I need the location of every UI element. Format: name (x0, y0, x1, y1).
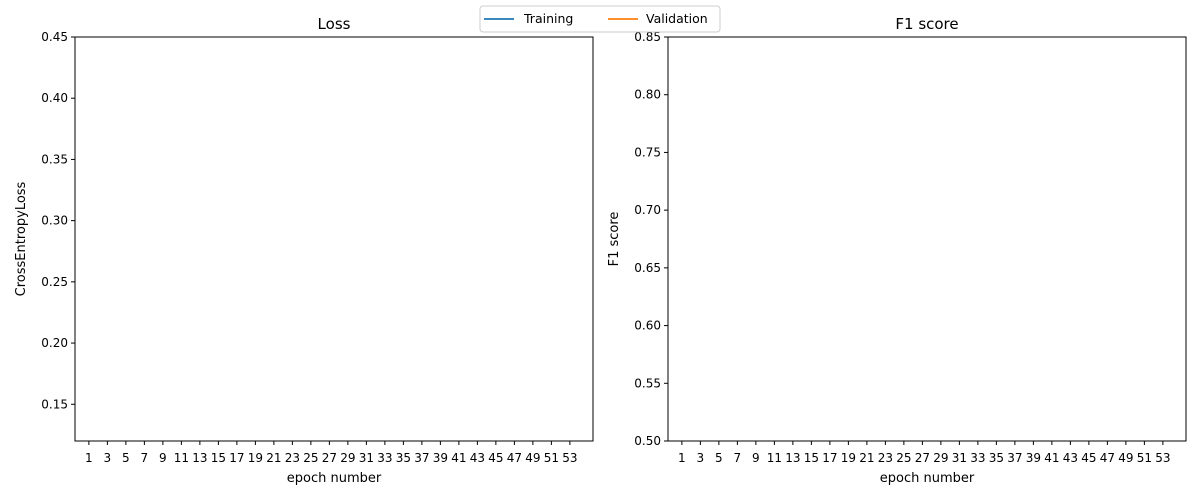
f1-xtick-label: 25 (896, 451, 911, 465)
loss-chart: 0.150.200.250.300.350.400.451 3 5 7 9 11 13 15 1… (14, 15, 594, 486)
loss-xtick-label: 23 (285, 451, 300, 465)
f1-axes-frame (667, 36, 1187, 442)
f1-ytick-label: 0.75 (634, 145, 661, 159)
loss-xtick-label: 3 (104, 451, 112, 465)
f1-xtick-label: 13 (785, 451, 800, 465)
f1-xtick-label: 49 (1118, 451, 1133, 465)
f1-xtick-label: 15 (804, 451, 819, 465)
f1-xlabel: epoch number (880, 471, 975, 486)
loss-xtick-label: 25 (303, 451, 318, 465)
f1-xtick-label: 17 (822, 451, 837, 465)
f1-ytick-label: 0.60 (634, 319, 661, 333)
loss-xtick-label: 41 (451, 451, 466, 465)
f1-xtick-label: 37 (1007, 451, 1022, 465)
loss-xtick-label: 21 (266, 451, 281, 465)
f1-xtick-label: 21 (859, 451, 874, 465)
legend: Training Validation (479, 5, 721, 33)
loss-axes-frame (74, 36, 594, 442)
loss-xtick-label: 1 (85, 451, 93, 465)
legend-label-validation: Validation (646, 11, 708, 26)
loss-ytick-label: 0.35 (41, 152, 68, 166)
f1-ytick-label: 0.50 (634, 434, 661, 448)
f1-xtick-label: 19 (841, 451, 856, 465)
loss-xtick-label: 5 (122, 451, 130, 465)
loss-xtick-label: 45 (488, 451, 503, 465)
f1-ytick-label: 0.65 (634, 261, 661, 275)
f1-ytick-label: 0.80 (634, 88, 661, 102)
f1-xtick-label: 23 (878, 451, 893, 465)
f1-xtick-label: 33 (970, 451, 985, 465)
loss-ytick-label: 0.30 (41, 214, 68, 228)
loss-xlabel: epoch number (287, 471, 382, 486)
loss-xtick-label: 9 (159, 451, 167, 465)
loss-title: Loss (318, 15, 351, 33)
f1-ytick-label: 0.55 (634, 376, 661, 390)
loss-xtick-label: 47 (507, 451, 522, 465)
f1-chart: 0.500.550.600.650.700.750.800.851 3 5 7 9 11 1… (607, 15, 1187, 486)
loss-ytick-label: 0.15 (41, 397, 68, 411)
legend-frame (479, 5, 721, 33)
loss-xtick-label: 53 (562, 451, 577, 465)
legend-label-training: Training (523, 11, 573, 26)
f1-xtick-label: 39 (1026, 451, 1041, 465)
loss-xtick-label: 13 (192, 451, 207, 465)
f1-title: F1 score (895, 15, 958, 33)
loss-xtick-label: 37 (414, 451, 429, 465)
f1-xtick-label: 27 (915, 451, 930, 465)
loss-xtick-label: 33 (377, 451, 392, 465)
f1-xtick-label: 3 (697, 451, 705, 465)
loss-xtick-label: 15 (211, 451, 226, 465)
loss-ytick-label: 0.20 (41, 336, 68, 350)
loss-ytick-label: 0.45 (41, 30, 68, 44)
f1-xtick-label: 31 (952, 451, 967, 465)
loss-xtick-label: 31 (359, 451, 374, 465)
f1-xtick-label: 7 (734, 451, 742, 465)
f1-xtick-label: 1 (678, 451, 686, 465)
f1-ytick-label: 0.85 (634, 30, 661, 44)
f1-ytick-label: 0.70 (634, 203, 661, 217)
f1-xtick-label: 41 (1044, 451, 1059, 465)
loss-xtick-label: 49 (525, 451, 540, 465)
f1-ylabel: F1 score (607, 212, 622, 267)
f1-xtick-label: 5 (715, 451, 723, 465)
loss-xtick-label: 11 (174, 451, 189, 465)
loss-ylabel: CrossEntropyLoss (14, 181, 29, 296)
loss-xtick-label: 43 (470, 451, 485, 465)
f1-xtick-label: 11 (767, 451, 782, 465)
loss-xtick-label: 39 (433, 451, 448, 465)
loss-xtick-label: 29 (340, 451, 355, 465)
f1-xtick-label: 51 (1137, 451, 1152, 465)
loss-xtick-label: 19 (248, 451, 263, 465)
f1-xtick-label: 9 (752, 451, 760, 465)
loss-xtick-label: 17 (229, 451, 244, 465)
f1-xtick-label: 45 (1081, 451, 1096, 465)
loss-ytick-label: 0.40 (41, 91, 68, 105)
f1-xtick-label: 43 (1063, 451, 1078, 465)
loss-xtick-label: 27 (322, 451, 337, 465)
loss-xtick-label: 51 (544, 451, 559, 465)
f1-xtick-label: 47 (1100, 451, 1115, 465)
loss-xtick-label: 7 (141, 451, 149, 465)
loss-xtick-label: 35 (396, 451, 411, 465)
loss-ytick-label: 0.25 (41, 275, 68, 289)
f1-xtick-label: 29 (933, 451, 948, 465)
f1-xtick-label: 53 (1155, 451, 1170, 465)
f1-xtick-label: 35 (989, 451, 1004, 465)
